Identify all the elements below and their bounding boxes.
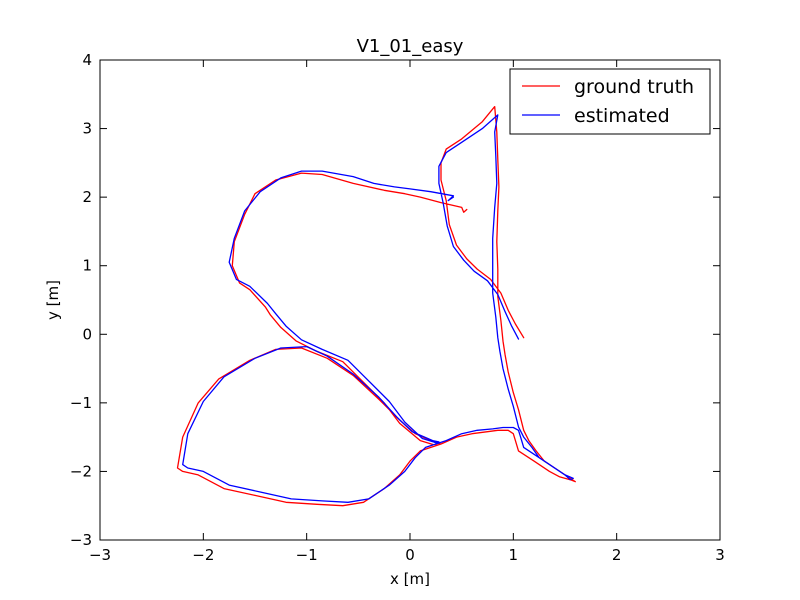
ticks-layer: −3 −2 −1 0 1 2 3 −3 −2 −1 0 1 2 3 4	[70, 51, 725, 564]
chart-title: V1_01_easy	[357, 36, 464, 57]
x-tick-label: 1	[509, 546, 519, 564]
x-tick-label: −1	[296, 546, 318, 564]
x-tick-label: −3	[89, 546, 111, 564]
y-tick-label: 3	[82, 120, 92, 138]
y-tick-label: −2	[70, 462, 92, 480]
y-tick-label: 2	[82, 188, 92, 206]
x-tick-label: 3	[715, 546, 725, 564]
x-axis-title: x [m]	[390, 570, 430, 588]
series-line-estimated	[182, 114, 574, 503]
legend-box	[509, 68, 711, 135]
y-tick-label: −3	[70, 531, 92, 549]
series-line-ground-truth	[176, 105, 576, 507]
y-tick-label: −1	[70, 394, 92, 412]
x-tick-label: 0	[405, 546, 415, 564]
legend: ground truth estimated	[509, 68, 711, 135]
y-tick-label: 1	[82, 257, 92, 275]
legend-label-estimated: estimated	[574, 105, 670, 127]
y-tick-label: 0	[82, 325, 92, 343]
y-axis-title: y [m]	[44, 280, 62, 320]
series-layer	[176, 105, 576, 507]
x-tick-label: 2	[612, 546, 622, 564]
legend-label-ground-truth: ground truth	[574, 76, 694, 98]
y-tick-label: 4	[82, 51, 92, 69]
x-tick-label: −2	[192, 546, 214, 564]
